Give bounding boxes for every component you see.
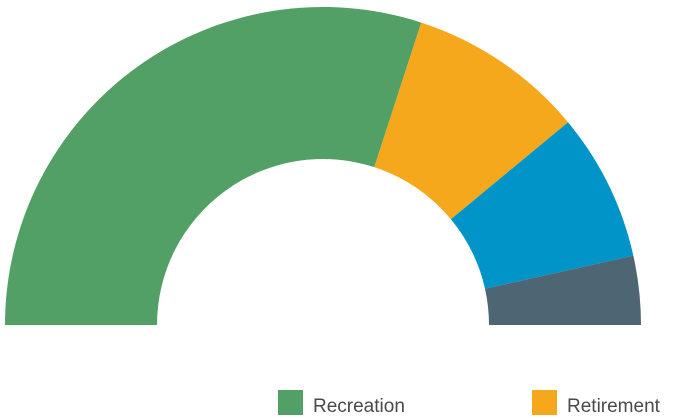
legend-swatch-recreation xyxy=(278,390,303,415)
legend-item-recreation[interactable]: Recreation xyxy=(278,390,405,417)
legend-label-retirement: Retirement xyxy=(567,396,661,417)
legend-item-retirement[interactable]: Retirement xyxy=(532,390,661,417)
chart-legend: Recreation Retirement xyxy=(278,390,661,417)
slice-segment-3[interactable] xyxy=(450,122,634,289)
slice-segment-4[interactable] xyxy=(485,255,641,325)
slice-retirement[interactable] xyxy=(374,22,569,220)
chart-slices xyxy=(5,6,641,326)
legend-label-recreation: Recreation xyxy=(313,396,405,417)
legend-swatch-retirement xyxy=(532,390,557,415)
slice-recreation[interactable] xyxy=(5,6,422,326)
